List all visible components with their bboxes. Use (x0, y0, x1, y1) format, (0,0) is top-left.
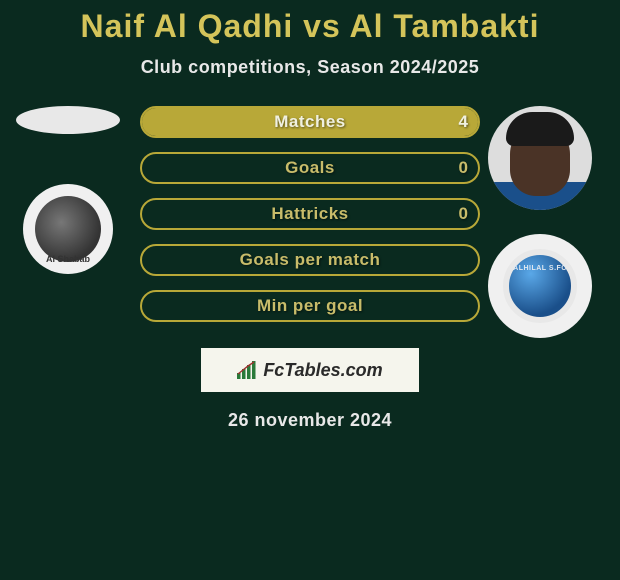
stat-label: Matches (142, 112, 478, 132)
fctables-logo-icon (237, 361, 257, 379)
stat-label: Hattricks (142, 204, 478, 224)
player-right-avatar (488, 106, 592, 210)
stat-row: Matches4 (140, 106, 480, 138)
stat-label: Min per goal (142, 296, 478, 316)
comparison-subtitle: Club competitions, Season 2024/2025 (0, 57, 620, 78)
club-right-label: ALHILAL S.FC (509, 265, 571, 272)
comparison-title: Naif Al Qadhi vs Al Tambakti (0, 0, 620, 45)
player-right-column: ALHILAL S.FC (480, 106, 600, 338)
stat-row: Min per goal (140, 290, 480, 322)
stat-value-right: 4 (459, 112, 468, 132)
club-left-label: Al Shabab (23, 254, 113, 264)
comparison-body: Al Shabab ALHILAL S.FC Matches4Goals0Hat… (0, 106, 620, 336)
stat-label: Goals per match (142, 250, 478, 270)
al-hilal-logo-icon: ALHILAL S.FC (503, 249, 577, 323)
stat-value-right: 0 (459, 204, 468, 224)
stat-value-right: 0 (459, 158, 468, 178)
stat-row: Goals0 (140, 152, 480, 184)
player-left-column: Al Shabab (8, 106, 128, 274)
stat-row: Hattricks0 (140, 198, 480, 230)
club-right-badge: ALHILAL S.FC (488, 234, 592, 338)
al-shabab-logo-icon (35, 196, 101, 262)
club-left-badge: Al Shabab (23, 184, 113, 274)
stat-label: Goals (142, 158, 478, 178)
stats-list: Matches4Goals0Hattricks0Goals per matchM… (140, 106, 480, 336)
watermark-text: FcTables.com (263, 360, 382, 381)
stat-row: Goals per match (140, 244, 480, 276)
comparison-date: 26 november 2024 (0, 410, 620, 431)
player-left-avatar (16, 106, 120, 134)
watermark: FcTables.com (201, 348, 419, 392)
